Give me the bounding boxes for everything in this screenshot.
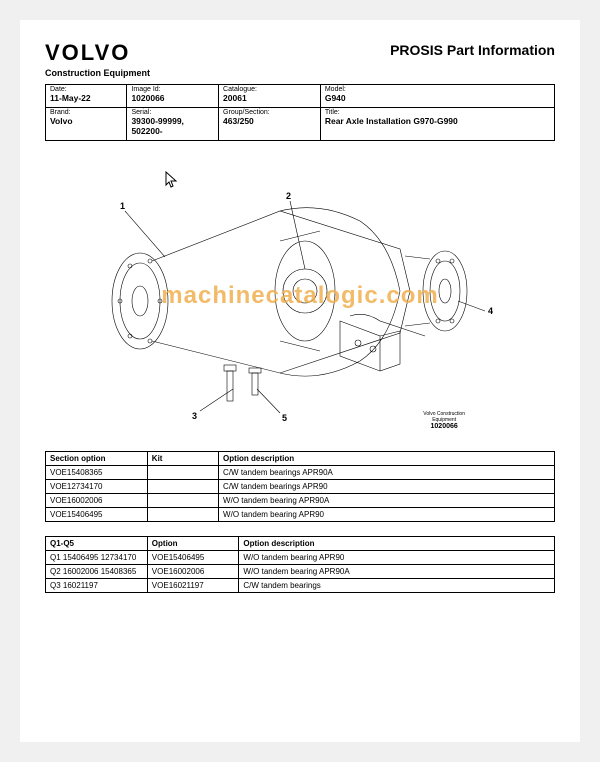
callout-1: 1 (120, 201, 125, 211)
info-cell: Date:11-May-22 (46, 85, 127, 108)
page-container: VOLVO PROSIS Part Information Constructi… (20, 20, 580, 742)
table-row: Q3 16021197VOE16021197C/W tandem bearing… (46, 579, 555, 593)
table-header-row: Section optionKitOption description (46, 452, 555, 466)
column-header: Option (147, 537, 239, 551)
table-cell: W/O tandem bearing APR90A (239, 565, 555, 579)
cell-value: Volvo (50, 116, 73, 126)
info-cell: Brand:Volvo (46, 108, 127, 141)
header-row: VOLVO PROSIS Part Information (45, 40, 555, 66)
q-table-body: Q1 15406495 12734170VOE15406495W/O tande… (46, 551, 555, 593)
table-cell: VOE16021197 (147, 579, 239, 593)
info-cell: Image Id:1020066 (127, 85, 219, 108)
callout-5: 5 (282, 413, 287, 423)
table-cell (147, 466, 218, 480)
info-cell: Model:G940 (320, 85, 554, 108)
cell-value: 11-May-22 (50, 93, 91, 103)
section-option-table: Section optionKitOption description VOE1… (45, 451, 555, 522)
table-cell: Q3 16021197 (46, 579, 148, 593)
table-cell: VOE16002006 (46, 494, 148, 508)
table-cell: Q2 16002006 15408365 (46, 565, 148, 579)
cell-value: 20061 (223, 93, 247, 103)
table-cell: C/W tandem bearings (239, 579, 555, 593)
table-cell: VOE15406495 (46, 508, 148, 522)
table-cell: W/O tandem bearing APR90 (239, 551, 555, 565)
cell-label: Model: (325, 86, 550, 93)
info-cell: Catalogue:20061 (219, 85, 321, 108)
table-row: Q1 15406495 12734170VOE15406495W/O tande… (46, 551, 555, 565)
bolt-1 (224, 365, 236, 401)
table-row: VOE15406495 W/O tandem bearing APR90 (46, 508, 555, 522)
callout-2: 2 (286, 191, 291, 201)
table-cell: C/W tandem bearings APR90 (219, 480, 555, 494)
table-cell: C/W tandem bearings APR90A (219, 466, 555, 480)
table-cell (147, 494, 218, 508)
brand-logo: VOLVO (45, 40, 130, 66)
cell-label: Group/Section: (223, 109, 316, 116)
cell-value: 1020066 (131, 93, 164, 103)
table-cell: W/O tandem bearing APR90 (219, 508, 555, 522)
cell-value: 39300-99999, 502200- (131, 116, 183, 136)
column-header: Option description (239, 537, 555, 551)
info-row: Brand:VolvoSerial:39300-99999, 502200-Gr… (46, 108, 555, 141)
column-header: Option description (219, 452, 555, 466)
axle-diagram: 1 2 3 4 5 (80, 161, 520, 431)
table-row: VOE12734170 C/W tandem bearings APR90 (46, 480, 555, 494)
info-table-body: Date:11-May-22Image Id:1020066Catalogue:… (46, 85, 555, 141)
diagram-caption: Volvo Construction Equipment 1020066 (423, 411, 465, 431)
section-table-body: VOE15408365C/W tandem bearings APR90AVOE… (46, 466, 555, 522)
table-row: VOE15408365 C/W tandem bearings APR90A (46, 466, 555, 480)
diagram-area: 1 2 3 4 5 machinecatalogic.com Volvo Con… (45, 151, 555, 441)
info-cell: Title:Rear Axle Installation G970-G990 (320, 108, 554, 141)
table-cell: Q1 15406495 12734170 (46, 551, 148, 565)
callout-3: 3 (192, 411, 197, 421)
table-row: Q2 16002006 15408365VOE16002006W/O tande… (46, 565, 555, 579)
table-header-row: Q1-Q5OptionOption description (46, 537, 555, 551)
column-header: Section option (46, 452, 148, 466)
table-cell: VOE15408365 (46, 466, 148, 480)
info-cell: Serial:39300-99999, 502200- (127, 108, 219, 141)
cell-label: Date: (50, 86, 122, 93)
table-cell: W/O tandem bearing APR90A (219, 494, 555, 508)
subtitle: Construction Equipment (45, 68, 555, 78)
cell-label: Title: (325, 109, 550, 116)
cell-label: Brand: (50, 109, 122, 116)
table-cell: VOE12734170 (46, 480, 148, 494)
column-header: Q1-Q5 (46, 537, 148, 551)
info-table: Date:11-May-22Image Id:1020066Catalogue:… (45, 84, 555, 141)
page-title: PROSIS Part Information (390, 42, 555, 58)
q-table: Q1-Q5OptionOption description Q1 1540649… (45, 536, 555, 593)
cell-value: Rear Axle Installation G970-G990 (325, 116, 458, 126)
cell-label: Catalogue: (223, 86, 316, 93)
info-cell: Group/Section:463/250 (219, 108, 321, 141)
cell-value: 463/250 (223, 116, 254, 126)
table-cell (147, 508, 218, 522)
table-cell (147, 480, 218, 494)
caption-number: 1020066 (431, 423, 458, 430)
cell-label: Serial: (131, 109, 214, 116)
table-row: VOE16002006 W/O tandem bearing APR90A (46, 494, 555, 508)
cell-value: G940 (325, 93, 346, 103)
table-cell: VOE15406495 (147, 551, 239, 565)
column-header: Kit (147, 452, 218, 466)
callout-4: 4 (488, 306, 493, 316)
cell-label: Image Id: (131, 86, 214, 93)
table-cell: VOE16002006 (147, 565, 239, 579)
info-row: Date:11-May-22Image Id:1020066Catalogue:… (46, 85, 555, 108)
